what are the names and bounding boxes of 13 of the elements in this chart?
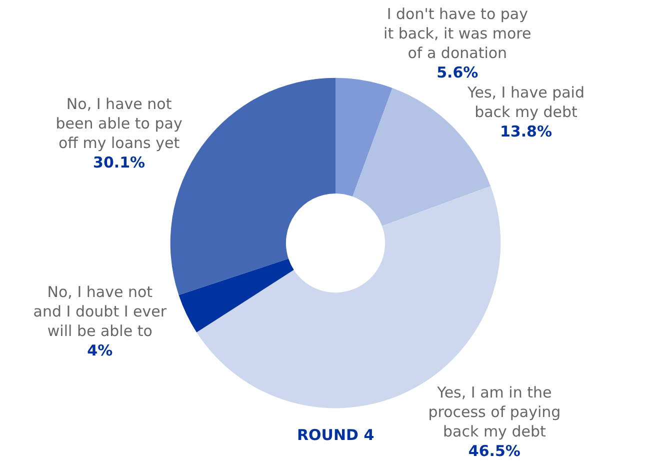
data-label: 30.1%: [93, 154, 146, 172]
data-label: 13.8%: [500, 122, 552, 140]
text: ROUND 4: [297, 426, 374, 444]
data-label: 5.6%: [436, 64, 478, 82]
slice-label: No, I have not and I doubt I ever will be able to: [33, 283, 168, 340]
slice-label: Yes, I am in the process of paying back my debt: [428, 383, 561, 440]
donut-slice: [336, 78, 392, 197]
slice-label: No, I have not been able to pay off my loans yet: [56, 95, 182, 152]
data-label: 4%: [87, 342, 113, 360]
data-label: 46.5%: [468, 442, 520, 460]
slice-label: Yes, I have paid back my debt: [466, 83, 584, 121]
donut-slice: [178, 258, 294, 332]
slice-label: I don't have to pay it back, it was more of a donation: [384, 5, 532, 62]
